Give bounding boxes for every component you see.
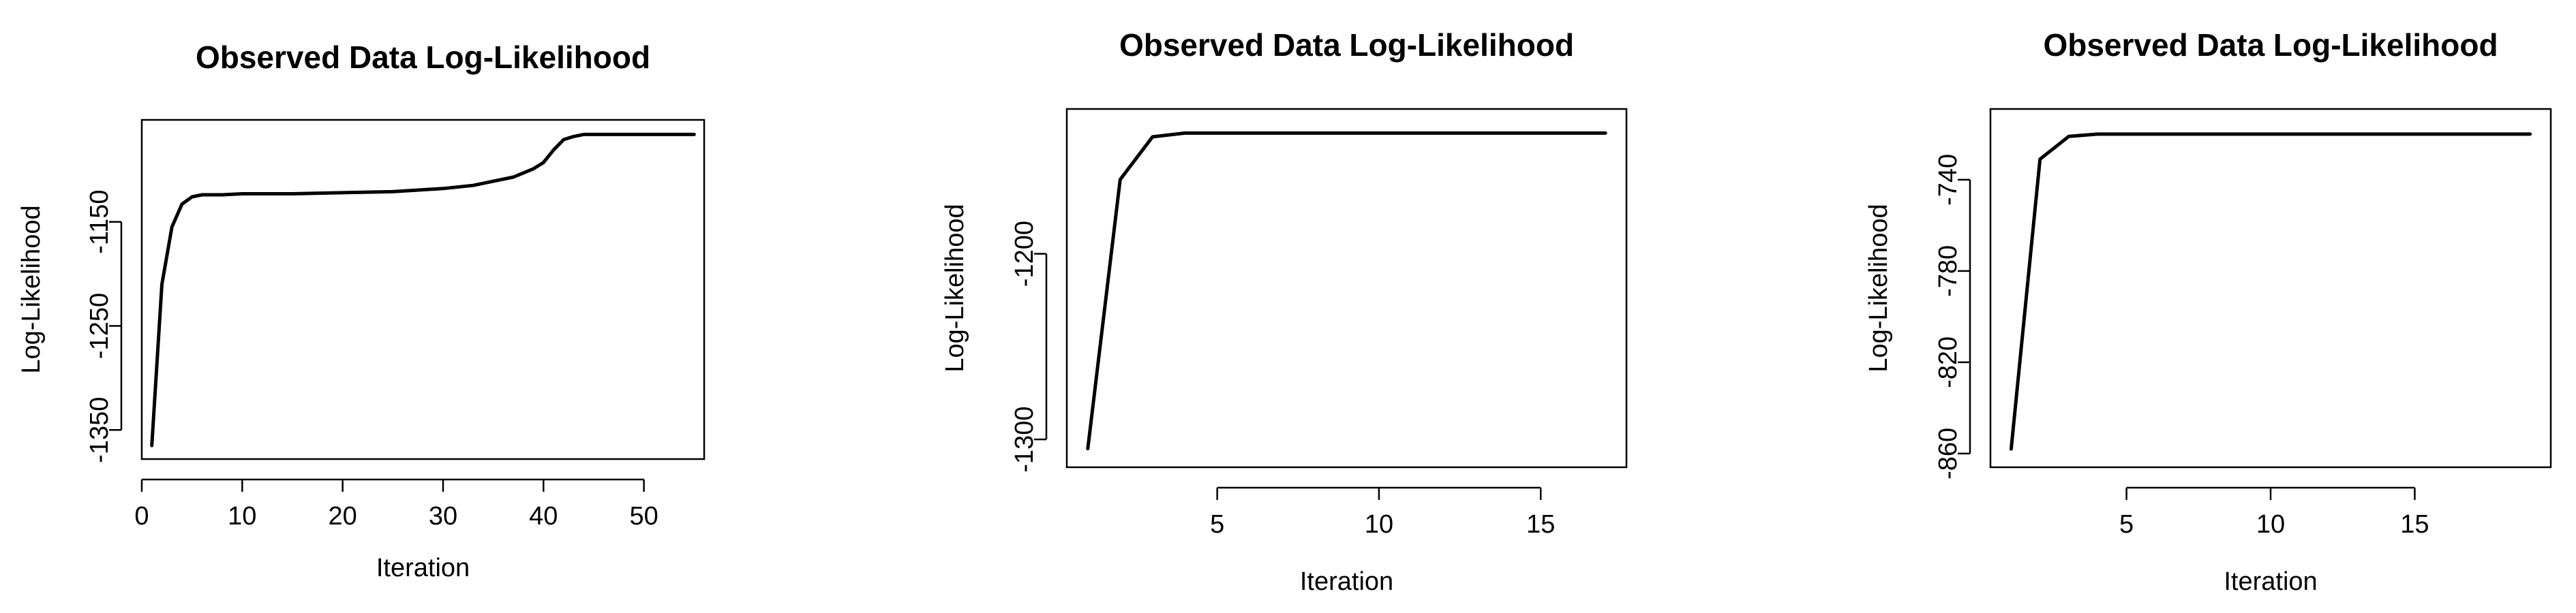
x-tick-label: 30 bbox=[429, 502, 457, 531]
plot-frame bbox=[1989, 108, 2552, 469]
x-tick-label: 0 bbox=[134, 502, 149, 531]
chart-title: Observed Data Log-Likelihood bbox=[1119, 27, 1574, 63]
chart-panel-3: Observed Data Log-Likelihood Iteration Log… bbox=[1864, 27, 2552, 596]
y-axis-label: Log-Likelihood bbox=[941, 204, 969, 372]
y-tick-label: -1150 bbox=[85, 190, 114, 254]
y-tick-label: -1350 bbox=[85, 397, 114, 463]
y-tick-label: -1200 bbox=[1010, 221, 1039, 287]
plot-frame bbox=[140, 119, 706, 460]
y-tick-label: -860 bbox=[1934, 428, 1963, 480]
y-tick-label: -1250 bbox=[85, 293, 114, 359]
x-axis-label: Iteration bbox=[376, 554, 470, 582]
x-tick-label: 10 bbox=[1365, 510, 1393, 539]
x-tick-label: 50 bbox=[629, 502, 658, 531]
y-tick-label: -1300 bbox=[1010, 407, 1039, 473]
x-tick-label: 10 bbox=[2256, 510, 2285, 539]
x-axis-label: Iteration bbox=[2224, 567, 2317, 596]
x-tick-label: 10 bbox=[228, 502, 256, 531]
x-tick-label: 15 bbox=[1526, 510, 1555, 539]
chart-title: Observed Data Log-Likelihood bbox=[196, 40, 650, 75]
x-tick-label: 40 bbox=[529, 502, 558, 531]
y-tick-label: -740 bbox=[1934, 154, 1963, 206]
chart-title: Observed Data Log-Likelihood bbox=[2043, 27, 2498, 63]
y-axis-label: Log-Likelihood bbox=[17, 205, 46, 373]
x-tick-label: 5 bbox=[1210, 510, 1224, 539]
series-line bbox=[150, 132, 696, 447]
x-tick-label: 15 bbox=[2400, 510, 2429, 539]
series-line bbox=[2009, 132, 2532, 451]
plot-frame bbox=[1065, 108, 1628, 469]
y-tick-label: -780 bbox=[1934, 245, 1963, 297]
x-tick-label: 5 bbox=[2119, 510, 2134, 539]
y-tick-label: -820 bbox=[1934, 336, 1963, 388]
series-line bbox=[1086, 131, 1607, 451]
chart-panel-2: Observed Data Log-Likelihood Iteration Log… bbox=[941, 27, 1628, 596]
chart-panel-1: Observed Data Log-Likelihood Iteration Log… bbox=[17, 40, 706, 582]
y-axis-label: Log-Likelihood bbox=[1864, 204, 1893, 372]
x-tick-label: 20 bbox=[329, 502, 357, 531]
x-axis-label: Iteration bbox=[1300, 567, 1393, 596]
